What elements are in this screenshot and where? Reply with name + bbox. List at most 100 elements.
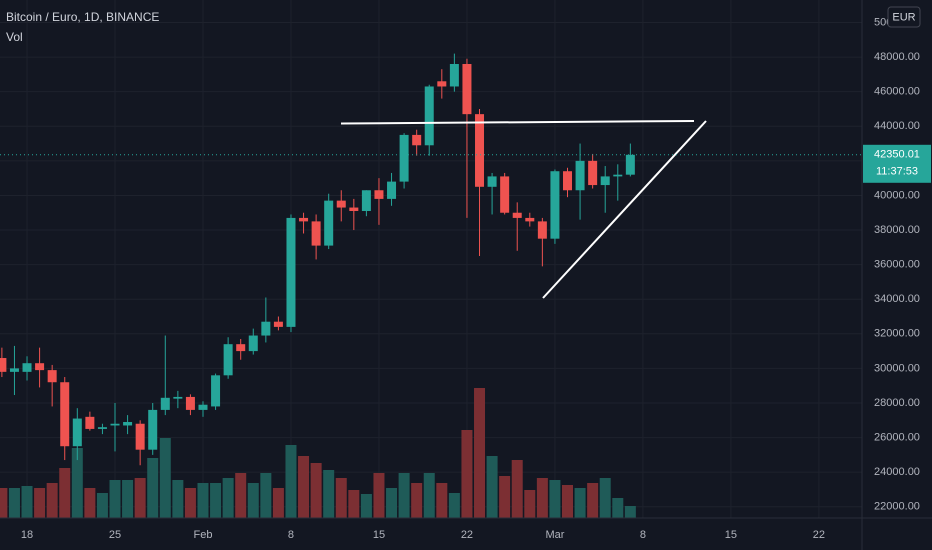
candle-body (0, 358, 7, 372)
candle-body (173, 396, 183, 399)
candle-body (613, 174, 623, 177)
y-tick-label: 40000.00 (874, 189, 920, 201)
x-tick-label: Mar (545, 529, 564, 541)
volume-bar (360, 494, 372, 518)
volume-bar (46, 483, 58, 518)
volume-bar (235, 473, 247, 518)
candle-body (487, 176, 497, 187)
candle-body (22, 363, 32, 372)
x-tick-label: 18 (21, 529, 33, 541)
volume-bar (373, 473, 385, 518)
volume-bar (84, 488, 96, 518)
countdown-label: 11:37:53 (876, 166, 918, 178)
y-tick-label: 24000.00 (874, 466, 920, 478)
candle-body (336, 200, 346, 208)
candle-body (625, 154, 635, 175)
volume-bar (134, 478, 146, 518)
symbol-title: Bitcoin / Euro, 1D, BINANCE (6, 10, 159, 24)
volume-bar (34, 488, 46, 518)
x-tick-label: 25 (109, 529, 121, 541)
y-tick-label: 28000.00 (874, 397, 920, 409)
x-tick-label: 22 (813, 529, 825, 541)
volume-bar (436, 483, 448, 518)
candle-body (248, 335, 258, 352)
volume-bar (260, 473, 272, 518)
y-tick-label: 38000.00 (874, 224, 920, 236)
candle-body (349, 207, 359, 212)
y-tick-label: 30000.00 (874, 362, 920, 374)
currency-button[interactable] (887, 6, 921, 28)
volume-bar (587, 483, 599, 518)
candle-body (600, 176, 610, 186)
candle-body (35, 363, 45, 371)
candle-body (135, 423, 145, 450)
volume-bar (21, 486, 33, 518)
candle-body (412, 134, 422, 146)
volume-bar (122, 480, 134, 518)
volume-bar (348, 490, 360, 518)
candle-body (387, 181, 397, 199)
rising-trendline (542, 120, 707, 299)
candle-body (462, 63, 472, 115)
volume-bar (310, 463, 322, 518)
candle-body (537, 221, 547, 239)
volume-bar (624, 506, 636, 518)
candle-body (273, 321, 283, 327)
volume-bar (298, 456, 310, 518)
volume-bar (499, 476, 511, 518)
candle-body (211, 375, 221, 407)
candle-body (525, 217, 535, 222)
volume-bar (210, 483, 222, 518)
volume-bar (398, 473, 410, 518)
y-tick-label: 46000.00 (874, 86, 920, 98)
volume-bar (549, 480, 561, 518)
candle-body (110, 423, 120, 426)
candle-body (72, 418, 82, 447)
volume-label: Vol (6, 30, 23, 44)
candle-body (512, 212, 522, 218)
candle-body (588, 160, 598, 186)
candle-body (97, 427, 107, 429)
candle-body (324, 200, 334, 246)
x-tick-label: 8 (288, 529, 294, 541)
volume-bar (524, 490, 536, 518)
volume-bar (448, 493, 460, 518)
candle-body (123, 422, 133, 426)
candle-body (374, 190, 384, 199)
volume-bar (8, 488, 20, 518)
volume-bar (411, 483, 423, 518)
volume-bar (536, 478, 548, 518)
last-price-label: 42350.01 (874, 149, 920, 161)
volume-bar (0, 488, 8, 518)
candle-body (311, 221, 321, 246)
y-tick-label: 44000.00 (874, 120, 920, 132)
x-tick-label: 15 (373, 529, 385, 541)
volume-bar (474, 388, 486, 518)
x-tick-label: 8 (640, 529, 646, 541)
last-price-box (863, 144, 931, 183)
candle-body (550, 171, 560, 239)
volume-bar (423, 473, 435, 518)
candle-body (475, 114, 485, 187)
volume-bar (323, 470, 335, 518)
candle-body (185, 396, 195, 410)
candle-body (60, 382, 70, 447)
volume-bar (184, 488, 196, 518)
axes: 22000.00 24000.00 26000.00 28000.00 30000.00… (0, 16, 931, 541)
candle-body (261, 321, 271, 336)
candle-body (85, 416, 95, 429)
volume-bar (486, 456, 498, 518)
candle-body (563, 171, 573, 191)
y-tick-label: 26000.00 (874, 431, 920, 443)
candle-body (399, 134, 409, 182)
candle-body (424, 86, 434, 146)
volume-bar (222, 478, 234, 518)
volume-bar (247, 483, 259, 518)
candle-body (299, 217, 309, 222)
volume-bar (574, 488, 586, 518)
candle-body (198, 404, 208, 410)
y-tick-label: 48000.00 (874, 51, 920, 63)
volume-bar (511, 460, 523, 518)
currency-label[interactable]: EUR (892, 11, 915, 23)
